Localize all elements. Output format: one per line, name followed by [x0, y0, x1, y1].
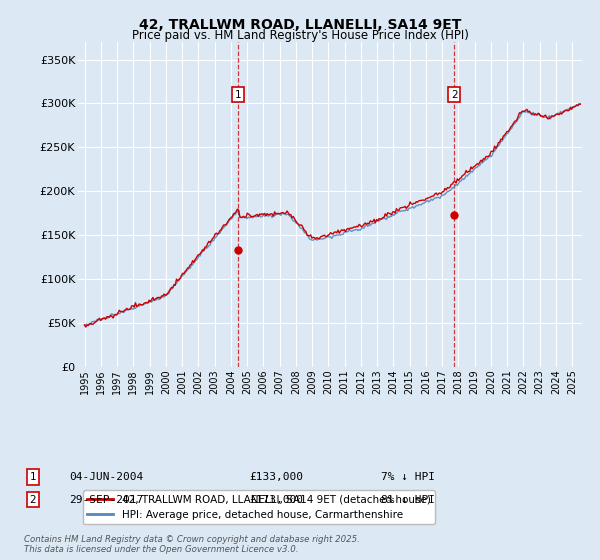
Text: 7% ↓ HPI: 7% ↓ HPI — [381, 472, 435, 482]
Text: 42, TRALLWM ROAD, LLANELLI, SA14 9ET: 42, TRALLWM ROAD, LLANELLI, SA14 9ET — [139, 18, 461, 32]
Text: 8% ↓ HPI: 8% ↓ HPI — [381, 494, 435, 505]
Text: £173,000: £173,000 — [249, 494, 303, 505]
Text: £133,000: £133,000 — [249, 472, 303, 482]
Text: 2: 2 — [451, 90, 458, 100]
Text: 1: 1 — [235, 90, 241, 100]
Text: Contains HM Land Registry data © Crown copyright and database right 2025.
This d: Contains HM Land Registry data © Crown c… — [24, 535, 360, 554]
Text: 29-SEP-2017: 29-SEP-2017 — [69, 494, 143, 505]
Text: 1: 1 — [29, 472, 37, 482]
Text: Price paid vs. HM Land Registry's House Price Index (HPI): Price paid vs. HM Land Registry's House … — [131, 29, 469, 42]
Legend: 42, TRALLWM ROAD, LLANELLI, SA14 9ET (detached house), HPI: Average price, detac: 42, TRALLWM ROAD, LLANELLI, SA14 9ET (de… — [83, 491, 435, 524]
Text: 2: 2 — [29, 494, 37, 505]
Text: 04-JUN-2004: 04-JUN-2004 — [69, 472, 143, 482]
